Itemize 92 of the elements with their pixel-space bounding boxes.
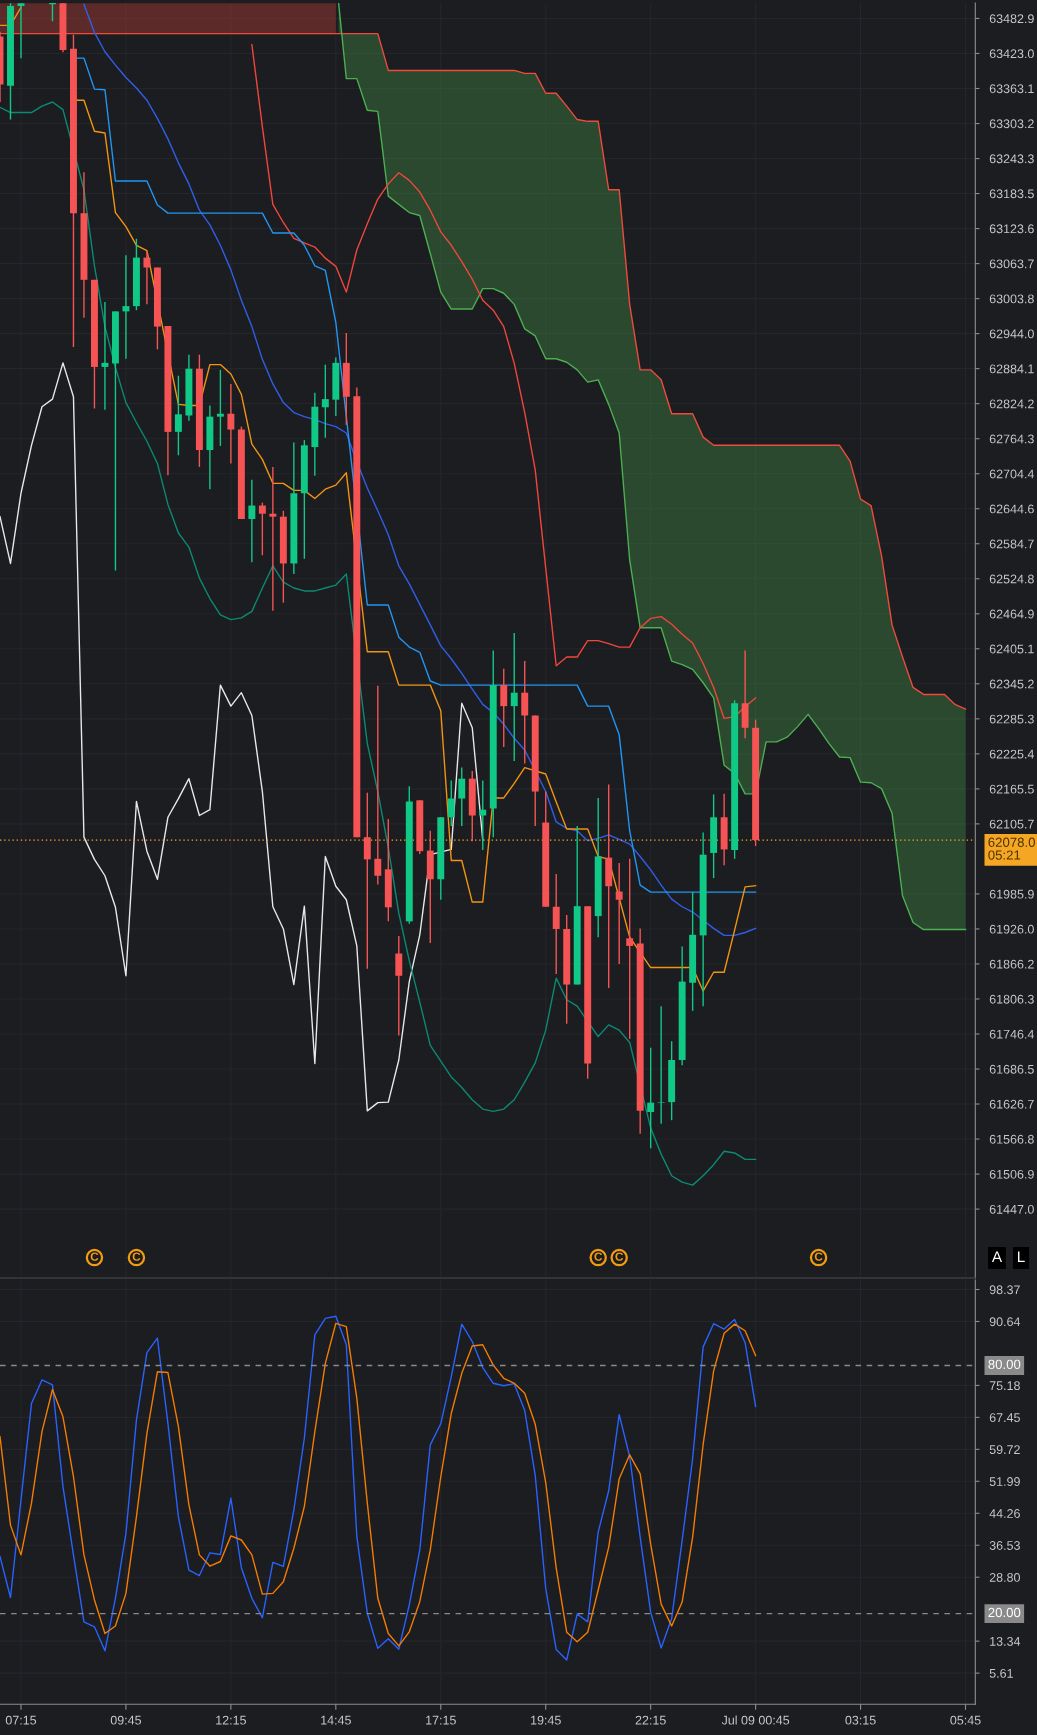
y-tick-label: 98.37: [989, 1285, 1020, 1295]
y-tick-label: 61926.0: [989, 924, 1034, 934]
y-tick-label: 61447.0: [989, 1204, 1034, 1214]
y-tick-label: 63423.0: [989, 49, 1034, 59]
candlestick: [647, 1046, 655, 1149]
text: L: [1018, 1251, 1025, 1262]
y-tick-label: 61506.9: [989, 1169, 1034, 1179]
ref-line-label: 80.00: [988, 1359, 1021, 1370]
y-tick-label: 63482.9: [989, 14, 1034, 24]
y-tick-label: 62464.9: [989, 609, 1034, 619]
y-tick-label: 5.61: [989, 1668, 1013, 1678]
annotation: C: [594, 1252, 603, 1261]
x-tick-label: 14:45: [321, 1715, 351, 1725]
y-tick-label: 28.80: [989, 1573, 1020, 1582]
candlestick: [269, 466, 277, 612]
candlestick: [510, 632, 518, 762]
candlestick: [657, 1005, 665, 1125]
y-tick-label: 62644.6: [989, 504, 1034, 514]
y-tick-label: 63063.7: [989, 259, 1034, 269]
candlestick: [395, 935, 403, 1037]
y-tick-label: 63363.1: [989, 84, 1034, 94]
y-tick-label: 51.99: [989, 1477, 1020, 1486]
x-tick-label: 19:45: [531, 1715, 561, 1725]
y-tick-label: 61866.2: [989, 959, 1034, 969]
y-tick-label: 62405.1: [989, 644, 1034, 654]
candlestick: [479, 779, 487, 851]
x-tick-label: 09:45: [110, 1715, 142, 1725]
y-tick-label: 67.45: [989, 1413, 1020, 1423]
candlestick: [143, 250, 151, 306]
x-tick-label: 22:15: [635, 1715, 666, 1725]
candlestick: [447, 779, 455, 827]
candlestick: [521, 660, 529, 765]
x-tick-label: 17:15: [426, 1715, 456, 1725]
candlestick: [615, 862, 623, 965]
candlestick: [500, 668, 508, 748]
x-tick-label: Jul 09 00:45: [721, 1715, 790, 1725]
x-tick-label: 05:45: [950, 1715, 981, 1725]
y-tick-label: 59.72: [989, 1445, 1020, 1454]
candlestick: [174, 375, 182, 456]
y-tick-label: 62824.2: [989, 399, 1034, 409]
candlestick: [122, 254, 130, 360]
candlestick: [458, 766, 466, 827]
annotation: C: [90, 1252, 99, 1261]
y-tick-label: 62225.4: [989, 749, 1035, 759]
candlestick: [258, 501, 266, 556]
y-tick-label: 13.34: [990, 1636, 1021, 1646]
y-tick-label: 62764.3: [989, 434, 1034, 444]
y-tick-label: 61566.8: [989, 1134, 1034, 1144]
candlestick: [321, 363, 329, 439]
candlestick: [248, 479, 256, 563]
y-tick-label: 62584.7: [989, 539, 1034, 549]
candlestick: [17, 3, 25, 59]
annotation: C: [132, 1252, 141, 1261]
y-tick-label: 75.18: [989, 1381, 1020, 1391]
line-series: [0, 32, 967, 710]
y-tick-label: 63303.2: [989, 119, 1034, 129]
y-tick-label: 61985.9: [989, 889, 1034, 899]
ref-line-label: 20.00: [988, 1607, 1021, 1618]
text: A: [991, 1251, 1003, 1262]
candlestick: [227, 383, 235, 465]
candlestick: [626, 858, 634, 1040]
ref-line-label: 62078.0 05:21: [988, 837, 1035, 860]
candlestick: [374, 684, 382, 886]
y-tick-label: 62944.0: [989, 329, 1034, 339]
x-tick-label: 07:15: [5, 1715, 37, 1725]
y-tick-label: 62165.5: [989, 784, 1034, 794]
y-tick-label: 61806.3: [989, 994, 1034, 1004]
y-tick-label: 62345.2: [989, 679, 1034, 689]
y-tick-label: 90.64: [989, 1317, 1021, 1327]
y-tick-label: 62704.4: [989, 469, 1035, 479]
y-tick-label: 63183.5: [989, 189, 1034, 199]
annotation: C: [615, 1252, 624, 1261]
y-tick-label: 36.53: [989, 1541, 1020, 1550]
x-tick-label: 03:15: [845, 1715, 876, 1725]
candlestick: [216, 369, 224, 447]
candlestick: [363, 792, 371, 970]
candlestick: [101, 301, 109, 411]
y-tick-label: 63003.8: [989, 294, 1034, 304]
line-series: [251, 44, 757, 720]
y-tick-label: 61626.7: [989, 1099, 1034, 1109]
y-tick-label: 63243.3: [989, 154, 1034, 164]
annotation: C: [814, 1252, 823, 1261]
y-tick-label: 44.26: [989, 1509, 1020, 1518]
candlestick: [552, 873, 560, 975]
y-tick-label: 62105.7: [989, 819, 1034, 829]
y-tick-label: 61686.5: [989, 1064, 1034, 1074]
y-tick-label: 63123.6: [989, 224, 1034, 234]
y-tick-label: 62285.3: [989, 714, 1034, 724]
y-tick-label: 62524.8: [989, 574, 1034, 584]
y-tick-label: 62884.1: [989, 364, 1034, 374]
x-tick-label: 12:15: [216, 1715, 246, 1725]
y-tick-label: 61746.4: [989, 1029, 1035, 1039]
